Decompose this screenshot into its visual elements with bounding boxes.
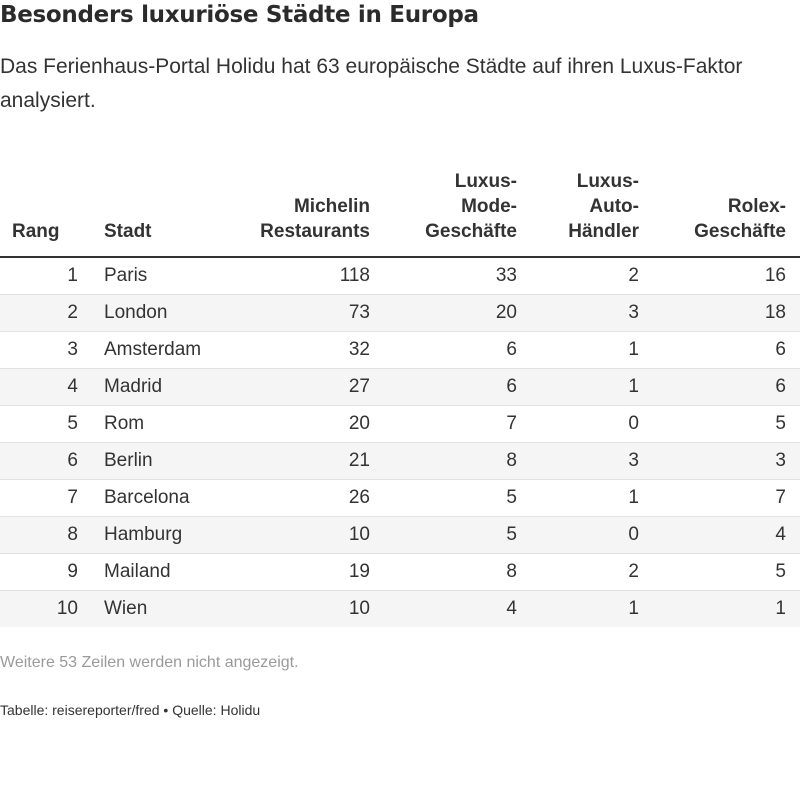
column-header-auto: Luxus- Auto- Händler [531,169,653,258]
table-row: 2 London 73 20 3 18 [0,294,800,332]
source-footer: Tabelle: reisereporter/fred • Quelle: Ho… [0,702,261,718]
cell-rolex: 16 [653,257,800,295]
cell-mode: 8 [384,442,531,480]
cell-rang: 9 [0,553,92,591]
column-header-rolex: Rolex- Geschäfte [653,169,800,258]
cell-rang: 5 [0,405,92,443]
cell-stadt: Berlin [92,442,232,480]
cell-rang: 6 [0,442,92,480]
cell-michelin: 26 [232,479,384,517]
table-row: 8 Hamburg 10 5 0 4 [0,516,800,554]
cell-stadt: Madrid [92,368,232,406]
column-header-line: Geschäfte [694,221,786,242]
cell-rolex: 6 [653,331,800,369]
header-row: Rang Stadt Michelin Restaurants Luxus- Mode- G… [0,169,800,258]
cell-stadt: Amsterdam [92,331,232,369]
chart-title: Besonders luxuriöse Städte in Europa [0,2,479,28]
cell-rang: 10 [0,590,92,627]
cell-rolex: 6 [653,368,800,406]
cell-auto: 1 [531,331,653,369]
cell-michelin: 73 [232,294,384,332]
table-row: 6 Berlin 21 8 3 3 [0,442,800,480]
cell-auto: 1 [531,479,653,517]
cell-rang: 3 [0,331,92,369]
cell-michelin: 32 [232,331,384,369]
cell-mode: 7 [384,405,531,443]
cell-auto: 3 [531,442,653,480]
table-body: 1 Paris 118 33 2 16 2 London 73 20 3 18 3 Amsterdam 32… [0,257,800,627]
table-header: Rang Stadt Michelin Restaurants Luxus- Mode- G… [0,169,800,258]
cell-auto: 3 [531,294,653,332]
cell-michelin: 10 [232,516,384,554]
cell-stadt: Wien [92,590,232,627]
column-header-stadt: Stadt [92,169,232,258]
cell-rolex: 4 [653,516,800,554]
cell-stadt: Barcelona [92,479,232,517]
table-row: 4 Madrid 27 6 1 6 [0,368,800,406]
cell-stadt: Rom [92,405,232,443]
cell-rang: 1 [0,257,92,295]
cell-stadt: Mailand [92,553,232,591]
cell-rang: 4 [0,368,92,406]
chart-subtitle: Das Ferienhaus-Portal Holidu hat 63 euro… [0,55,743,112]
cell-rolex: 1 [653,590,800,627]
cell-michelin: 27 [232,368,384,406]
cell-mode: 20 [384,294,531,332]
cell-auto: 1 [531,590,653,627]
column-header-line: Rolex- [727,196,786,217]
cell-stadt: London [92,294,232,332]
table-row: 3 Amsterdam 32 6 1 6 [0,331,800,369]
column-header-line: Auto- [589,196,639,217]
cell-mode: 4 [384,590,531,627]
table-row: 5 Rom 20 7 0 5 [0,405,800,443]
column-header-line: Geschäfte [425,221,517,242]
column-header-line: Händler [568,221,639,242]
cell-rang: 7 [0,479,92,517]
cell-rolex: 18 [653,294,800,332]
cell-michelin: 21 [232,442,384,480]
cell-auto: 0 [531,516,653,554]
table-row: 10 Wien 10 4 1 1 [0,590,800,627]
cell-mode: 6 [384,331,531,369]
cell-mode: 8 [384,553,531,591]
cell-rang: 2 [0,294,92,332]
cell-rolex: 5 [653,405,800,443]
data-table: Rang Stadt Michelin Restaurants Luxus- Mode- G… [0,169,800,627]
column-header-rang: Rang [0,169,92,258]
cell-auto: 2 [531,257,653,295]
column-header-line: Luxus- [576,171,639,192]
cell-michelin: 10 [232,590,384,627]
table-row: 7 Barcelona 26 5 1 7 [0,479,800,517]
cell-mode: 5 [384,516,531,554]
cell-mode: 33 [384,257,531,295]
column-header-line: Stadt [104,221,152,242]
cell-mode: 5 [384,479,531,517]
column-header-line: Michelin [293,196,370,217]
column-header-line: Mode- [461,196,517,217]
column-header-line: Restaurants [260,221,370,242]
cell-rang: 8 [0,516,92,554]
cell-michelin: 118 [232,257,384,295]
cell-auto: 2 [531,553,653,591]
cell-rolex: 3 [653,442,800,480]
column-header-line: Luxus- [454,171,517,192]
cell-rolex: 5 [653,553,800,591]
cell-stadt: Paris [92,257,232,295]
cell-michelin: 20 [232,405,384,443]
cell-auto: 0 [531,405,653,443]
column-header-line: Rang [12,221,60,242]
rows-hidden-note: Weitere 53 Zeilen werden nicht angezeigt… [0,654,299,671]
cell-rolex: 7 [653,479,800,517]
cell-stadt: Hamburg [92,516,232,554]
table-row: 9 Mailand 19 8 2 5 [0,553,800,591]
table-row: 1 Paris 118 33 2 16 [0,257,800,295]
cell-auto: 1 [531,368,653,406]
column-header-mode: Luxus- Mode- Geschäfte [384,169,531,258]
cell-mode: 6 [384,368,531,406]
column-header-michelin: Michelin Restaurants [232,169,384,258]
cell-michelin: 19 [232,553,384,591]
